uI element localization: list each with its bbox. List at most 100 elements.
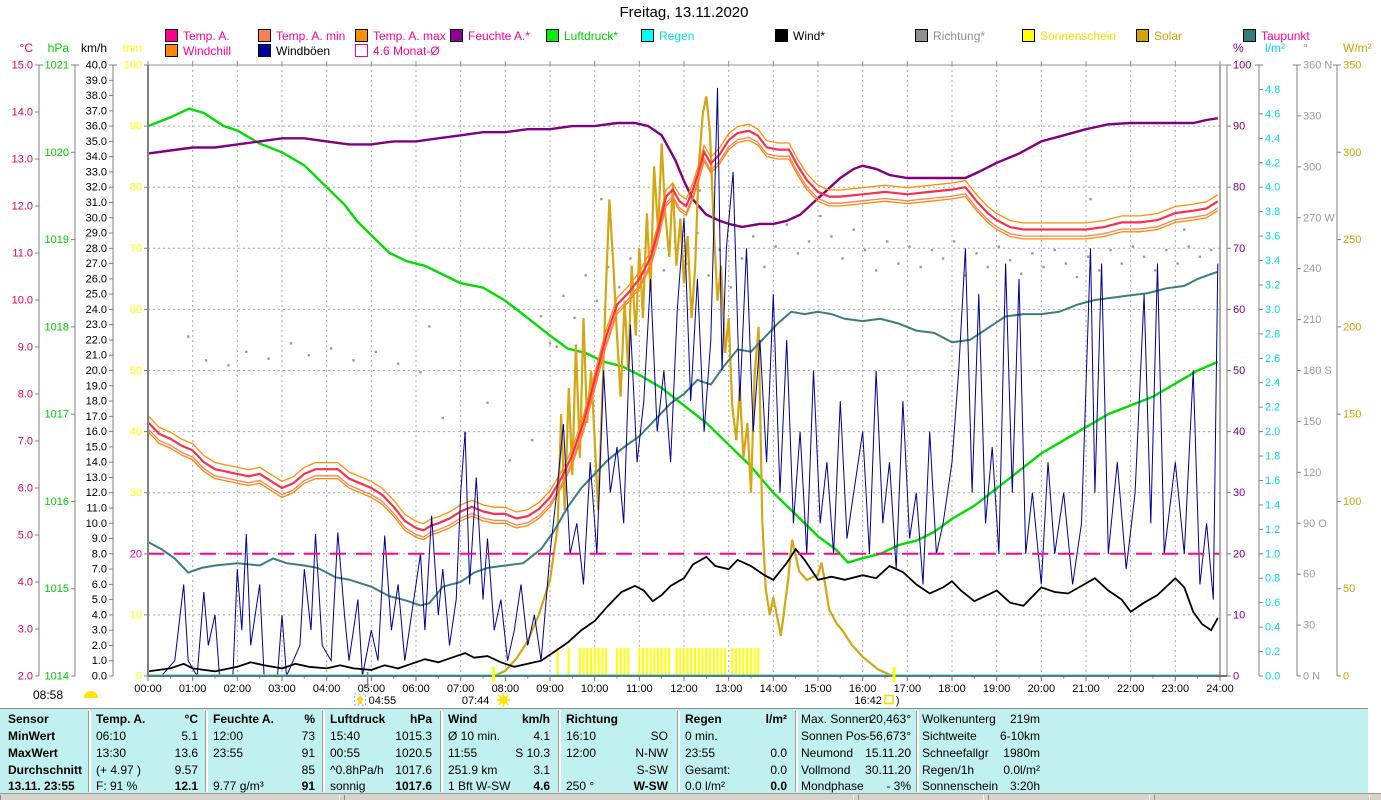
status-bar-segment bbox=[988, 795, 1150, 800]
legend-item-regen[interactable]: Regen bbox=[641, 29, 694, 43]
legend-item-feuchte-a-[interactable]: Feuchte A.* bbox=[450, 29, 530, 43]
tick-label-direction: 240 bbox=[1303, 263, 1321, 275]
tick-label-wind: 5.0 bbox=[92, 594, 107, 606]
legend-item-solar[interactable]: Solar bbox=[1136, 29, 1182, 43]
table-row: Regen l/m² bbox=[685, 712, 787, 727]
series-taupunkt bbox=[147, 270, 1219, 607]
x-tick-label: 21:00 bbox=[1072, 683, 1100, 695]
tick-label-rain: 0.8 bbox=[1265, 573, 1280, 585]
tick-label-sun: 70 bbox=[130, 243, 142, 255]
table-cell-value: l/m² bbox=[765, 712, 787, 726]
table-cell-label: sonnig bbox=[330, 779, 366, 793]
legend-item-windchill[interactable]: Windchill bbox=[165, 43, 232, 58]
tick-label-rain: 2.6 bbox=[1265, 353, 1280, 365]
status-bar-segment bbox=[0, 795, 340, 800]
table-cell-label: 251.9 km bbox=[448, 763, 498, 777]
tick-label-direction: 270 W bbox=[1303, 212, 1335, 224]
table-separator bbox=[916, 711, 919, 792]
x-tick-label: 07:00 bbox=[447, 683, 475, 695]
legend-item-sonnenschein[interactable]: Sonnenschein bbox=[1022, 28, 1117, 43]
corner-time: 08:58 bbox=[33, 688, 98, 702]
table-cell-value: 0.0 bbox=[770, 779, 787, 793]
legend-item-taupunkt[interactable]: Taupunkt bbox=[1243, 29, 1310, 43]
table-cell-label: 0.0 l/m² bbox=[685, 779, 726, 793]
sunrise-icon bbox=[496, 693, 511, 707]
table-row: 0 min. bbox=[685, 729, 787, 744]
tick-label-direction: 300 bbox=[1303, 161, 1321, 173]
table-row: 9.77 g/m³ 91 bbox=[213, 779, 315, 794]
tick-label-wind: 8.0 bbox=[92, 548, 107, 560]
table-cell-label: Sonnen Pos bbox=[801, 729, 867, 743]
tick-label-humidity: 20 bbox=[1233, 548, 1245, 560]
legend-label: Temp. A. min bbox=[276, 28, 346, 43]
table-cell-label: Wolkenunterg bbox=[922, 712, 996, 726]
x-tick-label: 03:00 bbox=[268, 683, 296, 695]
tick-label-direction: 90 O bbox=[1303, 518, 1327, 530]
legend-item-temp-a-[interactable]: Temp. A. bbox=[165, 29, 230, 43]
tick-label-direction: 210 bbox=[1303, 314, 1321, 326]
tick-label-humidity: 0 bbox=[1233, 671, 1239, 683]
axis-rain: 0.0 0.2 0.4 0.6 0.8 1.0 1.2 1.4 1.6 1.8 2.0 2.2 2.4 2… bbox=[1255, 41, 1285, 683]
table-cell-label: Mondphase bbox=[801, 779, 864, 793]
tick-label-temp: 14.0 bbox=[12, 107, 33, 119]
legend-item-wind-[interactable]: Wind* bbox=[775, 29, 825, 43]
table-column-wind: Wind km/h Ø 10 min. 4.1 11:55 S 10.3 251.9 km 3… bbox=[448, 709, 550, 794]
legend-item-luftdruck-[interactable]: Luftdruck* bbox=[546, 29, 618, 43]
tick-label-wind: 23.0 bbox=[86, 319, 107, 331]
tick-label-pressure: 1016 bbox=[45, 496, 69, 508]
legend-item-4-6-monat-[interactable]: 4.6 Monat-Ø bbox=[355, 44, 440, 58]
table-row: 16:10 SO bbox=[566, 729, 668, 744]
table-cell-label: F: 91 % bbox=[96, 779, 138, 793]
table-row: (+ 4.97 ) 9.57 bbox=[96, 763, 198, 778]
table-row: 23:55 91 bbox=[213, 746, 315, 761]
axis-unit-direction: ° bbox=[1303, 41, 1308, 55]
table-cell-label: Wind bbox=[448, 712, 478, 726]
tick-label-wind: 38.0 bbox=[86, 90, 107, 102]
table-cell-value: 0.0l/m² bbox=[1003, 763, 1040, 777]
x-tick-label: 23:00 bbox=[1162, 683, 1190, 695]
legend-item-richtung-[interactable]: Richtung* bbox=[915, 29, 985, 43]
legend-label: Windchill bbox=[183, 43, 232, 58]
tick-label-pressure: 1018 bbox=[45, 321, 69, 333]
annotation-time: 07:44 bbox=[462, 695, 490, 707]
tick-label-rain: 3.6 bbox=[1265, 231, 1280, 243]
table-cell-label: MaxWert bbox=[8, 746, 58, 760]
tick-label-wind: 12.0 bbox=[86, 487, 107, 499]
sun-icon bbox=[84, 691, 98, 698]
corner-time-label: 08:58 bbox=[33, 688, 63, 702]
table-column-temp-a-: Temp. A. °C 06:10 5.1 13:30 13.6 (+ 4.97 ) 9.57… bbox=[96, 709, 198, 794]
legend-item-temp-a-min[interactable]: Temp. A. min bbox=[258, 28, 346, 43]
axis-unit-wind: km/h bbox=[81, 41, 107, 55]
tick-label-wind: 39.0 bbox=[86, 75, 107, 87]
tick-label-pressure: 1014 bbox=[45, 671, 69, 683]
x-tick-label: 22:00 bbox=[1117, 683, 1145, 695]
x-tick-label: 04:00 bbox=[313, 683, 341, 695]
tick-label-direction: 360 N bbox=[1303, 60, 1332, 72]
table-cell-label: 12:00 bbox=[566, 746, 597, 760]
table-cell-value: 1980m bbox=[1003, 746, 1040, 760]
tick-label-solar: 200 bbox=[1343, 321, 1361, 333]
tick-label-solar: 300 bbox=[1343, 147, 1361, 159]
x-tick-label: 08:00 bbox=[492, 683, 520, 695]
tick-label-wind: 9.0 bbox=[92, 533, 107, 545]
tick-label-wind: 35.0 bbox=[86, 136, 107, 148]
table-cell-label: Schneefallgr bbox=[922, 746, 989, 760]
legend-swatch bbox=[165, 44, 178, 57]
tick-label-wind: 21.0 bbox=[86, 350, 107, 362]
x-tick-label: 20:00 bbox=[1028, 683, 1056, 695]
tick-label-direction: 30 bbox=[1303, 620, 1315, 632]
table-cell-value: W-SW bbox=[633, 779, 668, 793]
table-row: Regen/1h 0.0l/m² bbox=[922, 763, 1040, 778]
table-column-info-1: Max. Sonnen 20,463° Sonnen Pos -56,673° Neum… bbox=[801, 709, 911, 794]
legend-item-temp-a-max[interactable]: Temp. A. max bbox=[355, 29, 446, 43]
tick-label-rain: 2.8 bbox=[1265, 328, 1280, 340]
series-wind- bbox=[147, 547, 1219, 673]
x-tick-label: 12:00 bbox=[670, 683, 698, 695]
table-row: MinWert bbox=[8, 729, 84, 744]
legend-label: Sonnenschein bbox=[1040, 28, 1117, 43]
legend-item-windb-en[interactable]: Windböen bbox=[258, 44, 330, 58]
table-row: 0.0 l/m² 0.0 bbox=[685, 779, 787, 794]
table-cell-label: 13:30 bbox=[96, 746, 127, 760]
weather-chart-plot[interactable]: 2.0 3.0 4.0 5.0 6.0 7.0 8.0 9.0 10.0 11.0 12.0 13.0… bbox=[0, 0, 1381, 708]
table-cell-value: % bbox=[304, 712, 315, 726]
